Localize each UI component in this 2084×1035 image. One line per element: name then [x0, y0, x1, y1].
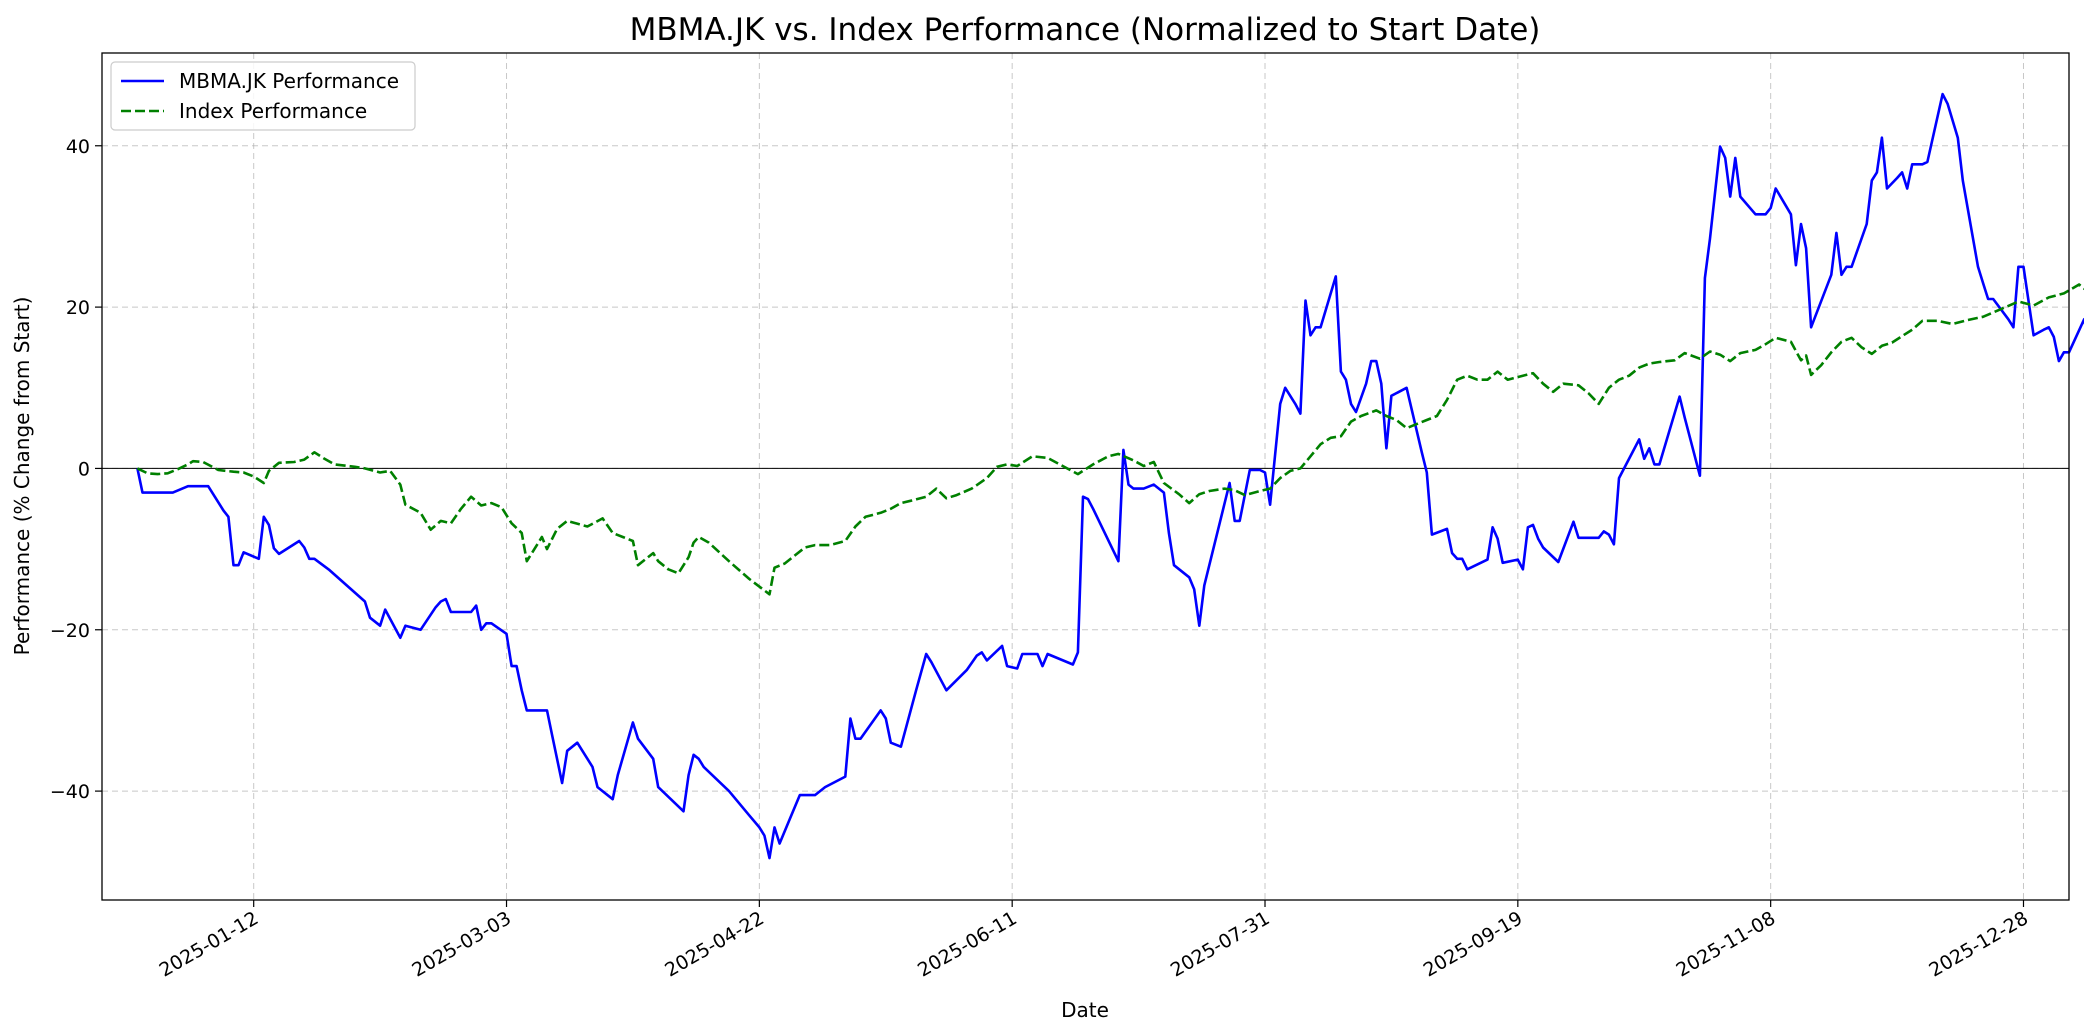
legend-label-index: Index Performance — [179, 99, 367, 123]
series-line-mbma — [136, 92, 2084, 860]
plot-frame — [101, 52, 2070, 901]
legend-box — [110, 61, 416, 131]
y-axis-label: Performance (% Change from Start) — [10, 297, 34, 656]
series-layer — [136, 92, 2084, 860]
y-tick-label: 20 — [66, 297, 90, 319]
legend-label-mbma: MBMA.JK Performance — [179, 69, 399, 93]
y-tick-label: −20 — [50, 620, 90, 642]
chart-title: MBMA.JK vs. Index Performance (Normalize… — [630, 12, 1541, 48]
series-line-index — [136, 283, 2084, 596]
y-tick-label: 0 — [78, 458, 90, 480]
y-tick-label: 40 — [66, 136, 90, 158]
legend: MBMA.JK Performance Index Performance — [110, 61, 416, 131]
y-tick-label: −40 — [50, 781, 90, 803]
x-axis-label: Date — [1061, 998, 1109, 1022]
